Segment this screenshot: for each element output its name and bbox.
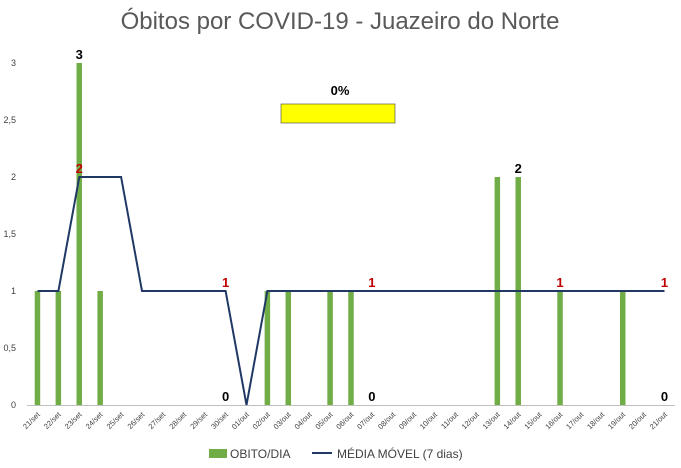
data-label: 0 [661,389,668,404]
x-tick-label: 15/out [522,409,544,431]
x-tick-label: 29/set [188,409,209,430]
percent-box: 0% [280,83,396,124]
y-axis: 0 0,5 1 1,5 2 2,5 3 [3,58,16,410]
bar [619,291,626,405]
bar [97,291,103,405]
bar [34,291,41,405]
x-axis: 21/set 22/set 23/set 24/set 25/set 26/set 27/s… [21,409,670,431]
x-tick-label: 18/out [585,409,607,431]
x-tick-label: 30/set [209,409,230,430]
x-tick-label: 03/out [272,409,294,431]
x-tick-label: 12/out [460,409,482,431]
bar [76,63,83,405]
x-tick-label: 11/out [439,409,460,430]
x-tick-label: 22/set [42,409,63,430]
x-tick-label: 24/set [84,409,105,430]
moving-average-line [37,176,665,406]
x-tick-label: 27/set [146,409,167,430]
percent-box-fill [280,103,396,124]
y-tick-label: 2,5 [3,115,16,125]
x-tick-label: 05/out [313,409,335,431]
chart-title: Óbitos por COVID-19 - Juazeiro do Norte [121,8,560,35]
x-tick-label: 23/set [63,409,84,430]
data-label: 2 [515,161,522,176]
legend-label-media: MÉDIA MÓVEL (7 dias) [337,446,463,461]
data-label: 1 [556,275,563,290]
x-tick-label: 20/out [627,409,649,431]
data-label: 3 [76,47,83,62]
y-tick-label: 1 [11,286,16,296]
x-tick-label: 02/out [251,409,273,431]
bar [557,291,563,405]
x-tick-label: 25/set [105,409,126,430]
legend-swatch-obito [209,449,227,458]
y-tick-label: 0 [11,400,16,410]
x-tick-label: 17/out [564,409,586,431]
legend: OBITO/DIA MÉDIA MÓVEL (7 dias) [209,446,463,461]
bar [55,291,62,405]
x-tick-label: 04/out [292,409,314,431]
x-tick-label: 06/out [334,409,356,431]
data-label: 1 [661,275,668,290]
x-tick-label: 09/out [397,409,419,431]
x-tick-label: 16/out [543,409,565,431]
bar [285,291,292,405]
data-label: 0 [222,389,229,404]
data-label: 1 [222,275,229,290]
x-tick-label: 21/set [21,409,42,430]
data-label: 0 [368,389,375,404]
legend-label-obito: OBITO/DIA [230,447,290,461]
x-tick-label: 28/set [167,409,188,430]
x-tick-label: 26/set [126,409,147,430]
x-tick-label: 14/out [502,409,524,431]
data-label: 2 [76,161,83,176]
y-tick-label: 2 [11,172,16,182]
y-tick-label: 0,5 [3,343,16,353]
percent-box-label: 0% [331,83,350,98]
data-label: 1 [368,275,375,290]
x-tick-label: 13/out [481,409,503,431]
x-tick-label: 07/out [355,409,377,431]
y-tick-label: 1,5 [3,229,16,239]
x-tick-label: 19/out [606,409,628,431]
x-tick-label: 21/out [648,409,670,431]
x-tick-label: 01/out [230,409,252,431]
y-tick-label: 3 [11,58,16,68]
x-tick-label: 10/out [418,409,440,431]
bar [348,291,354,405]
bar [264,291,271,405]
bar [327,291,333,405]
data-annotations: 3 2 1 0 1 0 2 1 1 0 [76,47,669,404]
moving-average-series [37,176,665,406]
x-tick-label: 08/out [376,409,398,431]
